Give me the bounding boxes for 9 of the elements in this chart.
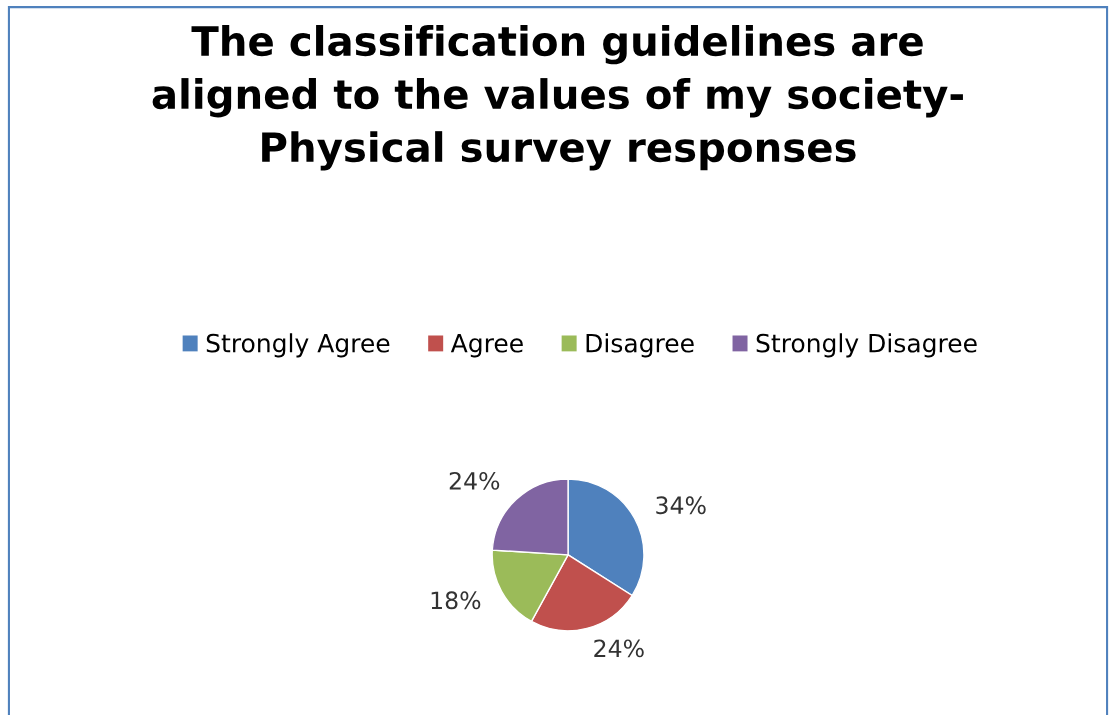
data-label: 18% xyxy=(431,591,481,610)
chart-title: The classification guidelines are aligned to the values of my society- Physical survey responses xyxy=(152,25,963,171)
legend-label: Strongly Disagree xyxy=(756,333,977,358)
legend-label: Agree xyxy=(450,334,523,358)
data-label: 24% xyxy=(594,639,644,658)
data-label: 34% xyxy=(656,496,706,515)
data-label: 24% xyxy=(449,471,500,490)
legend-label: Strongly Agree xyxy=(206,333,390,358)
legend-label: Disagree xyxy=(586,333,694,358)
